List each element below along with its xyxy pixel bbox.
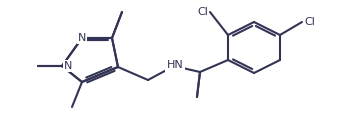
Text: HN: HN (167, 60, 183, 70)
Text: N: N (78, 33, 86, 43)
Text: Cl: Cl (304, 17, 315, 27)
Text: Cl: Cl (197, 7, 208, 17)
Text: N: N (64, 61, 73, 71)
